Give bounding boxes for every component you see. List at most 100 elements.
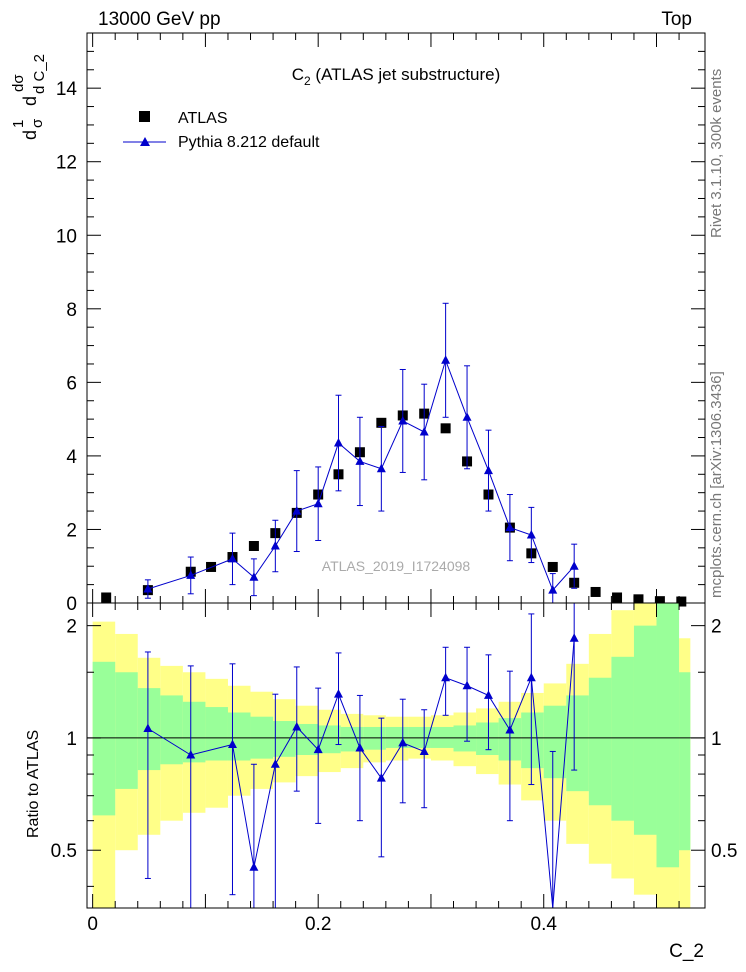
ratio-ylabel: Ratio to ATLAS: [25, 730, 42, 838]
ylabel-sigma: σ: [29, 118, 46, 128]
ratio-point: [569, 633, 579, 642]
uncertainty-band-inner: [115, 672, 138, 789]
ylabel-dc2: d C_2: [31, 54, 48, 94]
pythia-point: [462, 412, 472, 421]
ratio-point: [419, 746, 429, 755]
ratio-point: [227, 739, 237, 749]
ratio-point: [505, 725, 515, 734]
atlas-point: [633, 594, 644, 605]
legend-pythia-marker: [140, 137, 150, 146]
uncertainty-band-inner: [611, 656, 634, 821]
ratio-point: [313, 744, 323, 754]
title-sub: 2: [304, 74, 311, 88]
main-ytick-label: 0: [66, 594, 77, 615]
legend-pythia-label: Pythia 8.212 default: [178, 134, 320, 151]
atlas-point: [248, 541, 259, 551]
atlas-point: [376, 417, 387, 428]
ratio-xtick-label: 0.4: [531, 914, 558, 935]
uncertainty-band-inner: [588, 677, 612, 806]
pythia-point: [227, 553, 237, 563]
ylabel-one: 1: [10, 120, 27, 128]
ratio-point: [376, 773, 386, 782]
atlas-point: [612, 592, 623, 603]
atlas-point: [547, 561, 558, 572]
atlas-point: [676, 596, 687, 607]
ratio-point: [526, 672, 536, 682]
pythia-point: [505, 522, 515, 532]
pythia-point: [355, 456, 365, 465]
ratio-point: [143, 723, 153, 732]
ratio-xtick-label: 0: [87, 914, 98, 935]
ratio-point: [355, 742, 365, 752]
uncertainty-band-inner: [566, 695, 589, 792]
pythia-point: [270, 541, 280, 550]
x-axis-label: C_2: [669, 941, 704, 962]
pythia-point: [186, 570, 196, 579]
ylabel-d2: d: [20, 96, 40, 106]
atlas-point: [101, 592, 112, 603]
ratio-point: [483, 690, 493, 699]
uncertainty-band-inner: [521, 712, 544, 769]
ratio-plot-area: 0.5 0.5 1 1 2 2 0 0.2 0.4: [51, 602, 737, 935]
pythia-point: [398, 415, 408, 425]
ylabel-d1: d: [20, 130, 40, 140]
ylabel-dsigma: dσ: [10, 74, 27, 92]
pythia-point: [548, 585, 558, 594]
pythia-point: [143, 584, 153, 593]
pythia-point: [569, 561, 579, 570]
ratio-point: [462, 680, 472, 690]
main-ytick-label: 2: [66, 520, 77, 541]
ratio-frame: [86, 602, 706, 909]
title-rest: (ATLAS jet substructure): [311, 65, 501, 84]
pythia-point: [419, 427, 429, 436]
uncertainty-band-inner: [92, 661, 116, 816]
pythia-point: [526, 529, 536, 539]
rivet-label: Rivet 3.1.10, 300k events: [708, 69, 725, 238]
ratio-point: [270, 759, 280, 768]
main-ytick-label: 6: [66, 373, 77, 394]
main-ytick-label: 4: [66, 447, 77, 468]
uncertainty-band-inner: [543, 705, 567, 779]
main-title: C2 (ATLAS jet substructure): [292, 65, 501, 88]
ratio-xtick-label: 0.2: [305, 914, 331, 935]
uncertainty-band-inner: [273, 721, 296, 757]
uncertainty-band-inner: [182, 701, 206, 763]
uncertainty-band-inner: [633, 625, 657, 835]
ratio-ytick-label: 0.5: [51, 841, 77, 862]
pythia-point: [376, 463, 386, 473]
ratio-point: [333, 689, 343, 698]
ratio-ytick-label-right: 0.5: [711, 841, 737, 862]
main-plot-area: 0 2 4 6 8 10 12 14: [56, 32, 706, 615]
main-ytick-label: 10: [56, 226, 77, 247]
ratio-ytick-label: 2: [66, 617, 77, 638]
uncertainty-band-inner: [318, 725, 341, 754]
header-left: 13000 GeV pp: [98, 9, 221, 30]
title-c: C: [292, 65, 304, 84]
header-right: Top: [661, 9, 692, 30]
uncertainty-band-inner: [476, 722, 499, 755]
pythia-point: [313, 498, 323, 508]
main-ylabel: d 1 σ d dσ d C_2: [10, 54, 48, 140]
uncertainty-band-inner: [679, 672, 691, 851]
main-ytick-label: 14: [56, 79, 78, 100]
legend: ATLAS Pythia 8.212 default: [123, 110, 320, 151]
ratio-ytick-label: 1: [66, 729, 77, 750]
uncertainty-band-inner: [160, 695, 183, 765]
ratio-point: [441, 672, 451, 682]
uncertainty-band-inner: [453, 725, 477, 752]
mcplots-label: mcplots.cern.ch [arXiv:1306.3436]: [708, 371, 725, 598]
main-ytick-label: 8: [66, 300, 77, 321]
uncertainty-band-inner: [340, 726, 364, 752]
main-ytick-label: 12: [56, 153, 77, 174]
ratio-ytick-label-right: 2: [711, 617, 722, 638]
atlas-point: [654, 596, 665, 607]
pythia-point: [292, 506, 302, 515]
analysis-watermark: ATLAS_2019_I1724098: [322, 558, 471, 574]
ratio-point: [249, 862, 259, 871]
ratio-point: [398, 737, 408, 747]
uncertainty-band-inner: [656, 603, 680, 868]
uncertainty-band-inner: [205, 707, 228, 761]
atlas-point: [590, 586, 601, 597]
ratio-point: [186, 749, 196, 759]
